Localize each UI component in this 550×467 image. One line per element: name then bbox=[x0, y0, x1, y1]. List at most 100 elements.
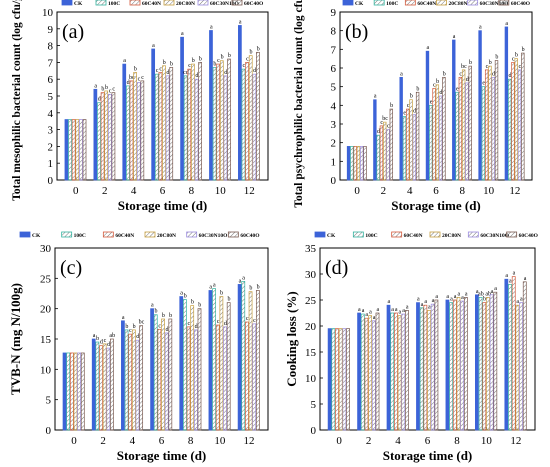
bar-60c30n10o bbox=[465, 82, 469, 181]
legend-label: 60C40N bbox=[115, 233, 134, 239]
legend-label: CK bbox=[32, 233, 41, 239]
bar-100c bbox=[66, 352, 71, 431]
bar-ck bbox=[237, 284, 242, 431]
x-tick-label: 8 bbox=[189, 185, 195, 197]
significance-letter: a bbox=[454, 294, 457, 300]
bar-ck bbox=[209, 30, 213, 181]
significance-letter: a bbox=[446, 294, 449, 300]
legend-label: 60C40O bbox=[240, 233, 260, 239]
y-tick-label: 25 bbox=[305, 295, 317, 307]
bar-60c40n bbox=[71, 119, 76, 181]
significance-letter: c bbox=[512, 56, 515, 62]
y-tick-label: 1 bbox=[331, 156, 337, 168]
bar-100c bbox=[154, 73, 159, 181]
x-tick-label: 4 bbox=[131, 185, 137, 197]
bar-100c bbox=[153, 314, 158, 431]
significance-letter: b bbox=[515, 53, 518, 59]
significance-letter: c bbox=[387, 124, 390, 130]
significance-letter: b bbox=[213, 61, 216, 67]
y-tick-label: 30 bbox=[305, 269, 317, 281]
significance-letter: b bbox=[522, 47, 525, 53]
y-axis-title: Total mesophilic bacterial count (log cf… bbox=[11, 0, 23, 201]
x-tick-label: 12 bbox=[510, 435, 521, 447]
significance-letter: bc bbox=[461, 64, 467, 70]
significance-letter: a bbox=[509, 278, 512, 284]
y-tick-label: 0 bbox=[48, 175, 54, 187]
x-axis-title: Storage time (d) bbox=[383, 448, 473, 463]
significance-letter: a bbox=[373, 315, 376, 321]
significance-letter: d bbox=[166, 70, 169, 76]
bar-20c80n bbox=[356, 146, 361, 181]
bar-ck bbox=[475, 294, 479, 431]
y-tick-label: 3 bbox=[48, 125, 54, 137]
significance-letter: bc bbox=[382, 116, 388, 122]
bar-ck bbox=[373, 99, 377, 181]
bar-60c30n10o bbox=[412, 114, 417, 181]
significance-letter: a bbox=[428, 304, 431, 310]
legend-label: 20C80N bbox=[449, 1, 468, 7]
significance-letter: c bbox=[407, 103, 410, 109]
significance-letter: a bbox=[362, 308, 365, 314]
legend-swatch bbox=[467, 0, 479, 6]
y-tick-label: 5 bbox=[48, 91, 54, 103]
bar-100c bbox=[390, 312, 395, 431]
bar-20c80n bbox=[427, 310, 431, 431]
bar-60c30n10o bbox=[371, 320, 376, 431]
bar-100c bbox=[449, 302, 454, 431]
significance-letter: b bbox=[191, 300, 194, 306]
bar-20c80n bbox=[383, 121, 387, 181]
legend-swatch bbox=[186, 231, 198, 238]
significance-letter: c bbox=[188, 63, 191, 69]
x-tick-label: 6 bbox=[433, 185, 439, 197]
significance-letter: c bbox=[380, 120, 383, 126]
bar-60c30n10o bbox=[106, 347, 111, 431]
x-tick-label: 10 bbox=[481, 435, 493, 447]
y-tick-label: 0 bbox=[311, 425, 317, 437]
bar-60c40o bbox=[521, 52, 525, 181]
significance-letter: a bbox=[491, 289, 494, 295]
significance-letter: b bbox=[125, 324, 128, 330]
bar-ck bbox=[416, 302, 420, 431]
bar-60c30n10o bbox=[135, 339, 140, 431]
legend-swatch bbox=[95, 0, 107, 6]
significance-letter: a bbox=[181, 31, 184, 37]
bar-60c40n bbox=[69, 352, 74, 431]
bar-20c80n bbox=[73, 352, 78, 431]
y-tick-label: 6 bbox=[331, 63, 337, 75]
bar-60c30n10o bbox=[252, 323, 257, 431]
significance-letter: a bbox=[388, 299, 391, 305]
significance-letter: b bbox=[198, 303, 201, 309]
x-tick-label: 0 bbox=[73, 185, 79, 197]
bar-60c30n10o bbox=[193, 329, 198, 431]
bar-ck bbox=[122, 63, 127, 181]
bar-ck bbox=[346, 146, 351, 181]
legend-swatch bbox=[227, 231, 239, 238]
bar-60c30n10o bbox=[438, 95, 443, 181]
significance-letter: a bbox=[376, 307, 379, 313]
bar-60c30n10o bbox=[223, 75, 228, 181]
bar-60c30n10o bbox=[164, 332, 169, 431]
legend-label: 60C30N10O bbox=[480, 1, 509, 7]
legend-label: 100C bbox=[386, 1, 398, 7]
significance-letter: a bbox=[123, 58, 126, 64]
significance-letter: b bbox=[390, 103, 393, 109]
significance-letter: e bbox=[456, 86, 459, 92]
significance-letter: d bbox=[100, 340, 103, 346]
legend-swatch bbox=[352, 231, 364, 238]
significance-letter: d bbox=[98, 97, 101, 103]
bar-ck bbox=[62, 352, 67, 431]
significance-letter: a bbox=[402, 308, 405, 314]
panel-label: (b) bbox=[345, 21, 368, 43]
significance-letter: c bbox=[188, 321, 191, 327]
legend-label: 60C40N bbox=[417, 1, 436, 7]
y-tick-label: 10 bbox=[305, 373, 317, 385]
y-tick-label: 0 bbox=[331, 175, 337, 187]
bar-60c30n10o bbox=[194, 78, 199, 181]
y-tick-label: 7 bbox=[331, 44, 337, 56]
bar-60c40n bbox=[511, 276, 516, 431]
significance-letter: e bbox=[430, 99, 433, 105]
x-tick-label: 2 bbox=[381, 185, 387, 197]
significance-letter: a bbox=[513, 271, 516, 277]
bar-60c40n bbox=[482, 302, 487, 431]
